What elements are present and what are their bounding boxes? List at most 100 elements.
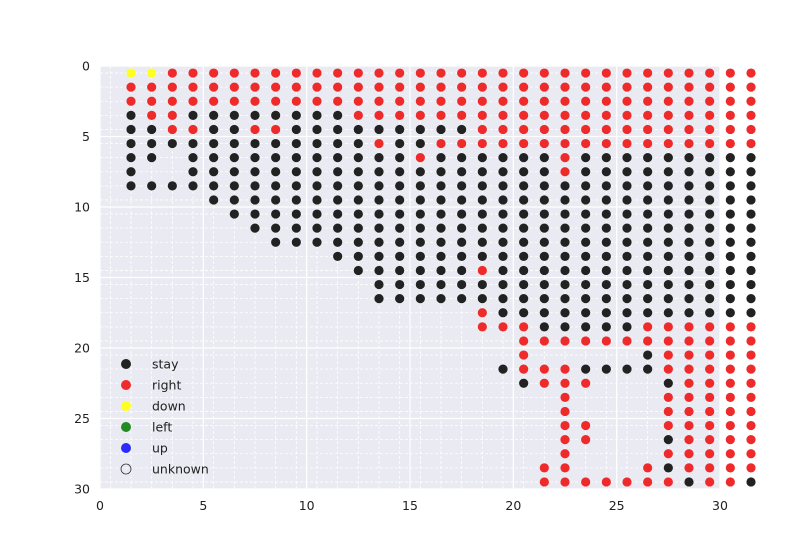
- point-right: [312, 82, 322, 92]
- point-right: [601, 477, 611, 487]
- point-right: [477, 265, 487, 276]
- point-stay: [457, 124, 467, 135]
- point-stay: [436, 153, 446, 163]
- point-right: [746, 82, 756, 92]
- point-stay: [581, 265, 591, 276]
- point-stay: [250, 153, 260, 163]
- point-right: [250, 96, 260, 106]
- point-stay: [436, 167, 446, 177]
- point-stay: [746, 251, 756, 261]
- point-stay: [539, 153, 549, 163]
- point-stay: [415, 237, 425, 247]
- point-stay: [188, 110, 198, 120]
- point-right: [684, 350, 694, 360]
- point-stay: [725, 279, 735, 290]
- point-stay: [415, 138, 425, 149]
- point-stay: [581, 294, 591, 304]
- point-stay: [415, 251, 425, 261]
- point-right: [353, 110, 363, 120]
- point-right: [436, 82, 446, 92]
- point-stay: [436, 294, 446, 304]
- legend-label-up: up: [152, 441, 168, 456]
- point-stay: [333, 124, 343, 135]
- legend-marker-up: [121, 443, 131, 453]
- point-right: [725, 449, 735, 459]
- point-right: [395, 110, 405, 120]
- point-stay: [643, 209, 653, 219]
- point-right: [684, 336, 694, 346]
- point-down: [126, 68, 136, 78]
- point-stay: [663, 294, 673, 304]
- point-stay: [457, 251, 467, 261]
- point-stay: [415, 167, 425, 177]
- point-stay: [126, 153, 136, 163]
- point-right: [705, 336, 715, 346]
- point-right: [188, 68, 198, 78]
- point-stay: [581, 223, 591, 233]
- point-stay: [581, 209, 591, 219]
- point-stay: [147, 124, 157, 135]
- point-stay: [374, 223, 384, 233]
- point-right: [663, 364, 673, 374]
- point-right: [291, 82, 301, 92]
- point-stay: [457, 209, 467, 219]
- point-stay: [353, 181, 363, 191]
- point-stay: [395, 153, 405, 163]
- point-right: [539, 463, 549, 473]
- point-right: [374, 110, 384, 120]
- point-right: [725, 336, 735, 346]
- point-right: [291, 68, 301, 78]
- point-stay: [622, 223, 632, 233]
- point-stay: [705, 251, 715, 261]
- point-right: [539, 82, 549, 92]
- point-stay: [167, 181, 177, 191]
- point-right: [374, 96, 384, 106]
- point-stay: [229, 195, 239, 205]
- point-right: [519, 96, 529, 106]
- point-stay: [622, 308, 632, 318]
- point-right: [581, 477, 591, 487]
- point-stay: [395, 251, 405, 261]
- point-right: [560, 68, 570, 78]
- point-stay: [705, 195, 715, 205]
- point-stay: [209, 195, 219, 205]
- point-right: [457, 68, 467, 78]
- point-stay: [684, 265, 694, 276]
- point-right: [663, 406, 673, 417]
- point-stay: [312, 223, 322, 233]
- point-stay: [539, 265, 549, 276]
- point-right: [684, 82, 694, 92]
- point-right: [209, 96, 219, 106]
- point-stay: [663, 223, 673, 233]
- point-stay: [663, 279, 673, 290]
- point-right: [725, 463, 735, 473]
- point-right: [746, 449, 756, 459]
- point-stay: [601, 294, 611, 304]
- point-right: [560, 82, 570, 92]
- point-right: [705, 378, 715, 388]
- point-stay: [374, 294, 384, 304]
- point-stay: [725, 294, 735, 304]
- point-stay: [560, 265, 570, 276]
- point-stay: [333, 153, 343, 163]
- x-tick-label: 5: [199, 498, 207, 513]
- point-stay: [601, 279, 611, 290]
- point-stay: [415, 181, 425, 191]
- point-stay: [601, 364, 611, 374]
- point-right: [725, 96, 735, 106]
- point-stay: [477, 209, 487, 219]
- point-right: [477, 124, 487, 135]
- point-right: [415, 68, 425, 78]
- point-stay: [746, 477, 756, 487]
- point-right: [705, 449, 715, 459]
- point-stay: [539, 322, 549, 332]
- point-stay: [312, 138, 322, 149]
- point-stay: [374, 209, 384, 219]
- point-stay: [539, 237, 549, 247]
- point-stay: [560, 294, 570, 304]
- point-right: [705, 68, 715, 78]
- point-right: [560, 477, 570, 487]
- point-right: [291, 96, 301, 106]
- point-right: [725, 110, 735, 120]
- point-right: [560, 138, 570, 149]
